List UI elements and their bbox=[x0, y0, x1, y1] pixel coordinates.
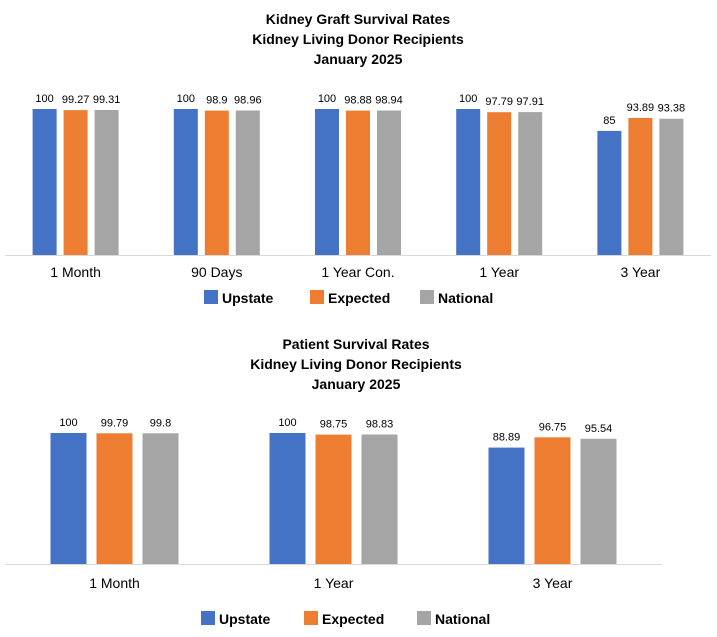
bar-expected-2 bbox=[346, 110, 370, 255]
x-tick-label: 90 Days bbox=[191, 264, 242, 280]
legend-label-expected: Expected bbox=[322, 611, 384, 627]
chart1-subtitle: Kidney Living Donor Recipients bbox=[252, 31, 464, 47]
bar-expected-0 bbox=[96, 433, 133, 564]
x-tick-label: 3 Year bbox=[533, 575, 573, 591]
data-label: 98.75 bbox=[320, 419, 348, 431]
bar-national-3 bbox=[518, 112, 543, 255]
bar-expected-4 bbox=[628, 117, 653, 256]
data-label: 98.94 bbox=[375, 95, 403, 107]
data-label: 100 bbox=[177, 93, 195, 105]
legend-swatch-upstate bbox=[204, 290, 218, 304]
x-tick-label: 1 Month bbox=[50, 264, 101, 280]
bar-upstate-1 bbox=[269, 433, 306, 564]
x-tick-label: 1 Month bbox=[89, 575, 140, 591]
data-label: 100 bbox=[459, 93, 477, 105]
bar-upstate-4 bbox=[597, 130, 622, 255]
legend-swatch-expected bbox=[310, 290, 324, 304]
bar-national-0 bbox=[142, 433, 179, 564]
bar-upstate-2 bbox=[488, 447, 525, 564]
bar-expected-1 bbox=[315, 434, 352, 564]
x-tick-label: 1 Year Con. bbox=[321, 264, 394, 280]
bar-expected-0 bbox=[63, 110, 88, 255]
data-label: 100 bbox=[35, 93, 53, 105]
x-tick-label: 3 Year bbox=[621, 264, 661, 280]
data-label: 98.88 bbox=[344, 95, 372, 107]
bar-expected-1 bbox=[204, 110, 229, 255]
bar-national-2 bbox=[377, 110, 401, 255]
bar-upstate-0 bbox=[50, 433, 87, 564]
data-label: 99.8 bbox=[150, 417, 171, 429]
bar-national-1 bbox=[235, 110, 260, 255]
data-label: 97.91 bbox=[516, 96, 544, 108]
bar-national-4 bbox=[659, 118, 684, 255]
bar-expected-2 bbox=[534, 437, 571, 564]
data-label: 100 bbox=[59, 417, 77, 429]
legend-swatch-expected bbox=[304, 611, 318, 625]
chart2-plot: 100 99.79 99.8 1 Month 100 98.75 98.83 1 Year 88… bbox=[5, 417, 662, 591]
data-label: 97.79 bbox=[485, 96, 513, 108]
chart1-plot: 100 99.27 99.31 1 Month 100 98.9 98.96 90 Days 1… bbox=[5, 93, 711, 280]
chart1-legend: Upstate Expected National bbox=[204, 290, 493, 306]
legend-label-expected: Expected bbox=[328, 290, 390, 306]
chart1-title: Kidney Graft Survival Rates bbox=[266, 11, 451, 27]
data-label: 95.54 bbox=[585, 423, 613, 435]
legend-swatch-upstate bbox=[201, 611, 215, 625]
data-label: 93.38 bbox=[658, 103, 686, 115]
x-tick-label: 1 Year bbox=[479, 264, 519, 280]
chart2-legend: Upstate Expected National bbox=[201, 611, 490, 627]
data-label: 98.96 bbox=[234, 95, 262, 107]
bar-national-1 bbox=[361, 434, 398, 564]
data-label: 96.75 bbox=[539, 421, 567, 433]
bar-expected-3 bbox=[487, 112, 512, 255]
data-label: 99.31 bbox=[93, 94, 121, 106]
data-label: 100 bbox=[318, 93, 336, 105]
legend-label-national: National bbox=[438, 290, 493, 306]
legend-label-upstate: Upstate bbox=[222, 290, 274, 306]
bar-upstate-3 bbox=[456, 109, 481, 255]
data-label: 88.89 bbox=[493, 432, 521, 444]
legend-label-upstate: Upstate bbox=[219, 611, 271, 627]
chart2-date: January 2025 bbox=[312, 376, 401, 392]
legend-label-national: National bbox=[435, 611, 490, 627]
chart2-subtitle: Kidney Living Donor Recipients bbox=[250, 356, 462, 372]
data-label: 99.79 bbox=[101, 417, 129, 429]
data-label: 98.83 bbox=[366, 419, 394, 431]
bar-national-2 bbox=[580, 438, 617, 564]
bar-national-0 bbox=[94, 110, 119, 255]
data-label: 99.27 bbox=[62, 94, 90, 106]
data-label: 100 bbox=[278, 417, 296, 429]
chart2-title: Patient Survival Rates bbox=[282, 336, 429, 352]
bar-upstate-0 bbox=[32, 109, 57, 255]
x-tick-label: 1 Year bbox=[314, 575, 354, 591]
bar-upstate-1 bbox=[173, 109, 198, 255]
bar-upstate-2 bbox=[315, 109, 339, 255]
data-label: 85 bbox=[603, 115, 615, 127]
data-label: 93.89 bbox=[627, 102, 655, 114]
data-label: 98.9 bbox=[206, 95, 227, 107]
chart1-date: January 2025 bbox=[314, 51, 403, 67]
legend-swatch-national bbox=[417, 611, 431, 625]
legend-swatch-national bbox=[420, 290, 434, 304]
